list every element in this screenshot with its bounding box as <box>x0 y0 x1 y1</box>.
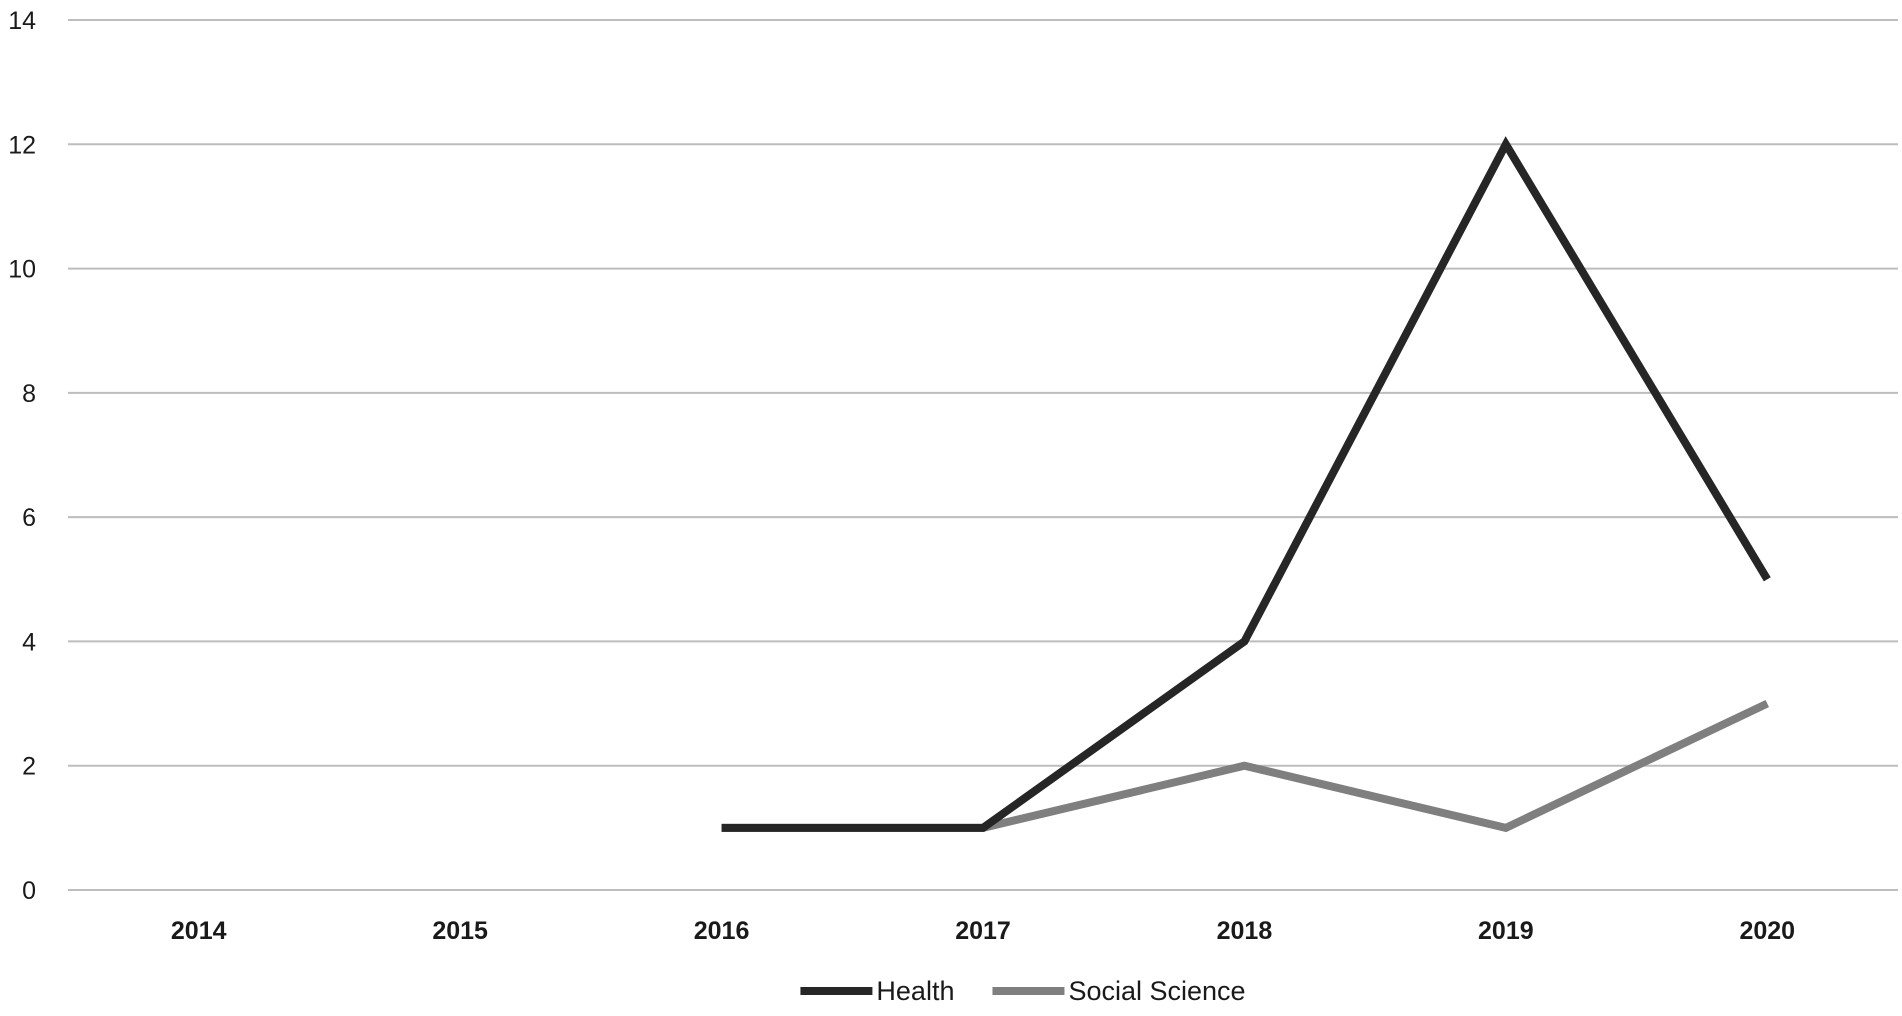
y-tick-label: 12 <box>8 131 36 159</box>
x-tick-label: 2019 <box>1478 917 1534 945</box>
x-tick-label: 2020 <box>1739 917 1795 945</box>
series-line-health <box>721 136 1771 832</box>
x-tick-label: 2017 <box>955 917 1011 945</box>
legend-label-health: Health <box>876 976 954 1006</box>
legend-label-social-science: Social Science <box>1068 976 1245 1006</box>
y-axis-tick-labels: 0 2 4 6 8 10 12 14 <box>8 7 36 905</box>
gridlines <box>68 19 1898 891</box>
y-tick-label: 4 <box>22 628 36 656</box>
x-tick-label: 2015 <box>432 917 488 945</box>
y-tick-label: 2 <box>22 753 36 781</box>
y-tick-label: 14 <box>8 7 36 35</box>
series-lines <box>721 136 1771 833</box>
y-tick-label: 6 <box>22 504 36 532</box>
y-tick-label: 8 <box>22 380 36 408</box>
legend: Health Social Science <box>800 976 1246 1006</box>
x-axis-tick-labels: 2014 2015 2016 2017 2018 2019 2020 <box>171 917 1795 945</box>
y-tick-label: 0 <box>22 877 36 905</box>
x-tick-label: 2014 <box>171 917 227 945</box>
x-tick-label: 2018 <box>1217 917 1273 945</box>
x-tick-label: 2016 <box>694 917 750 945</box>
y-tick-label: 10 <box>8 256 36 284</box>
